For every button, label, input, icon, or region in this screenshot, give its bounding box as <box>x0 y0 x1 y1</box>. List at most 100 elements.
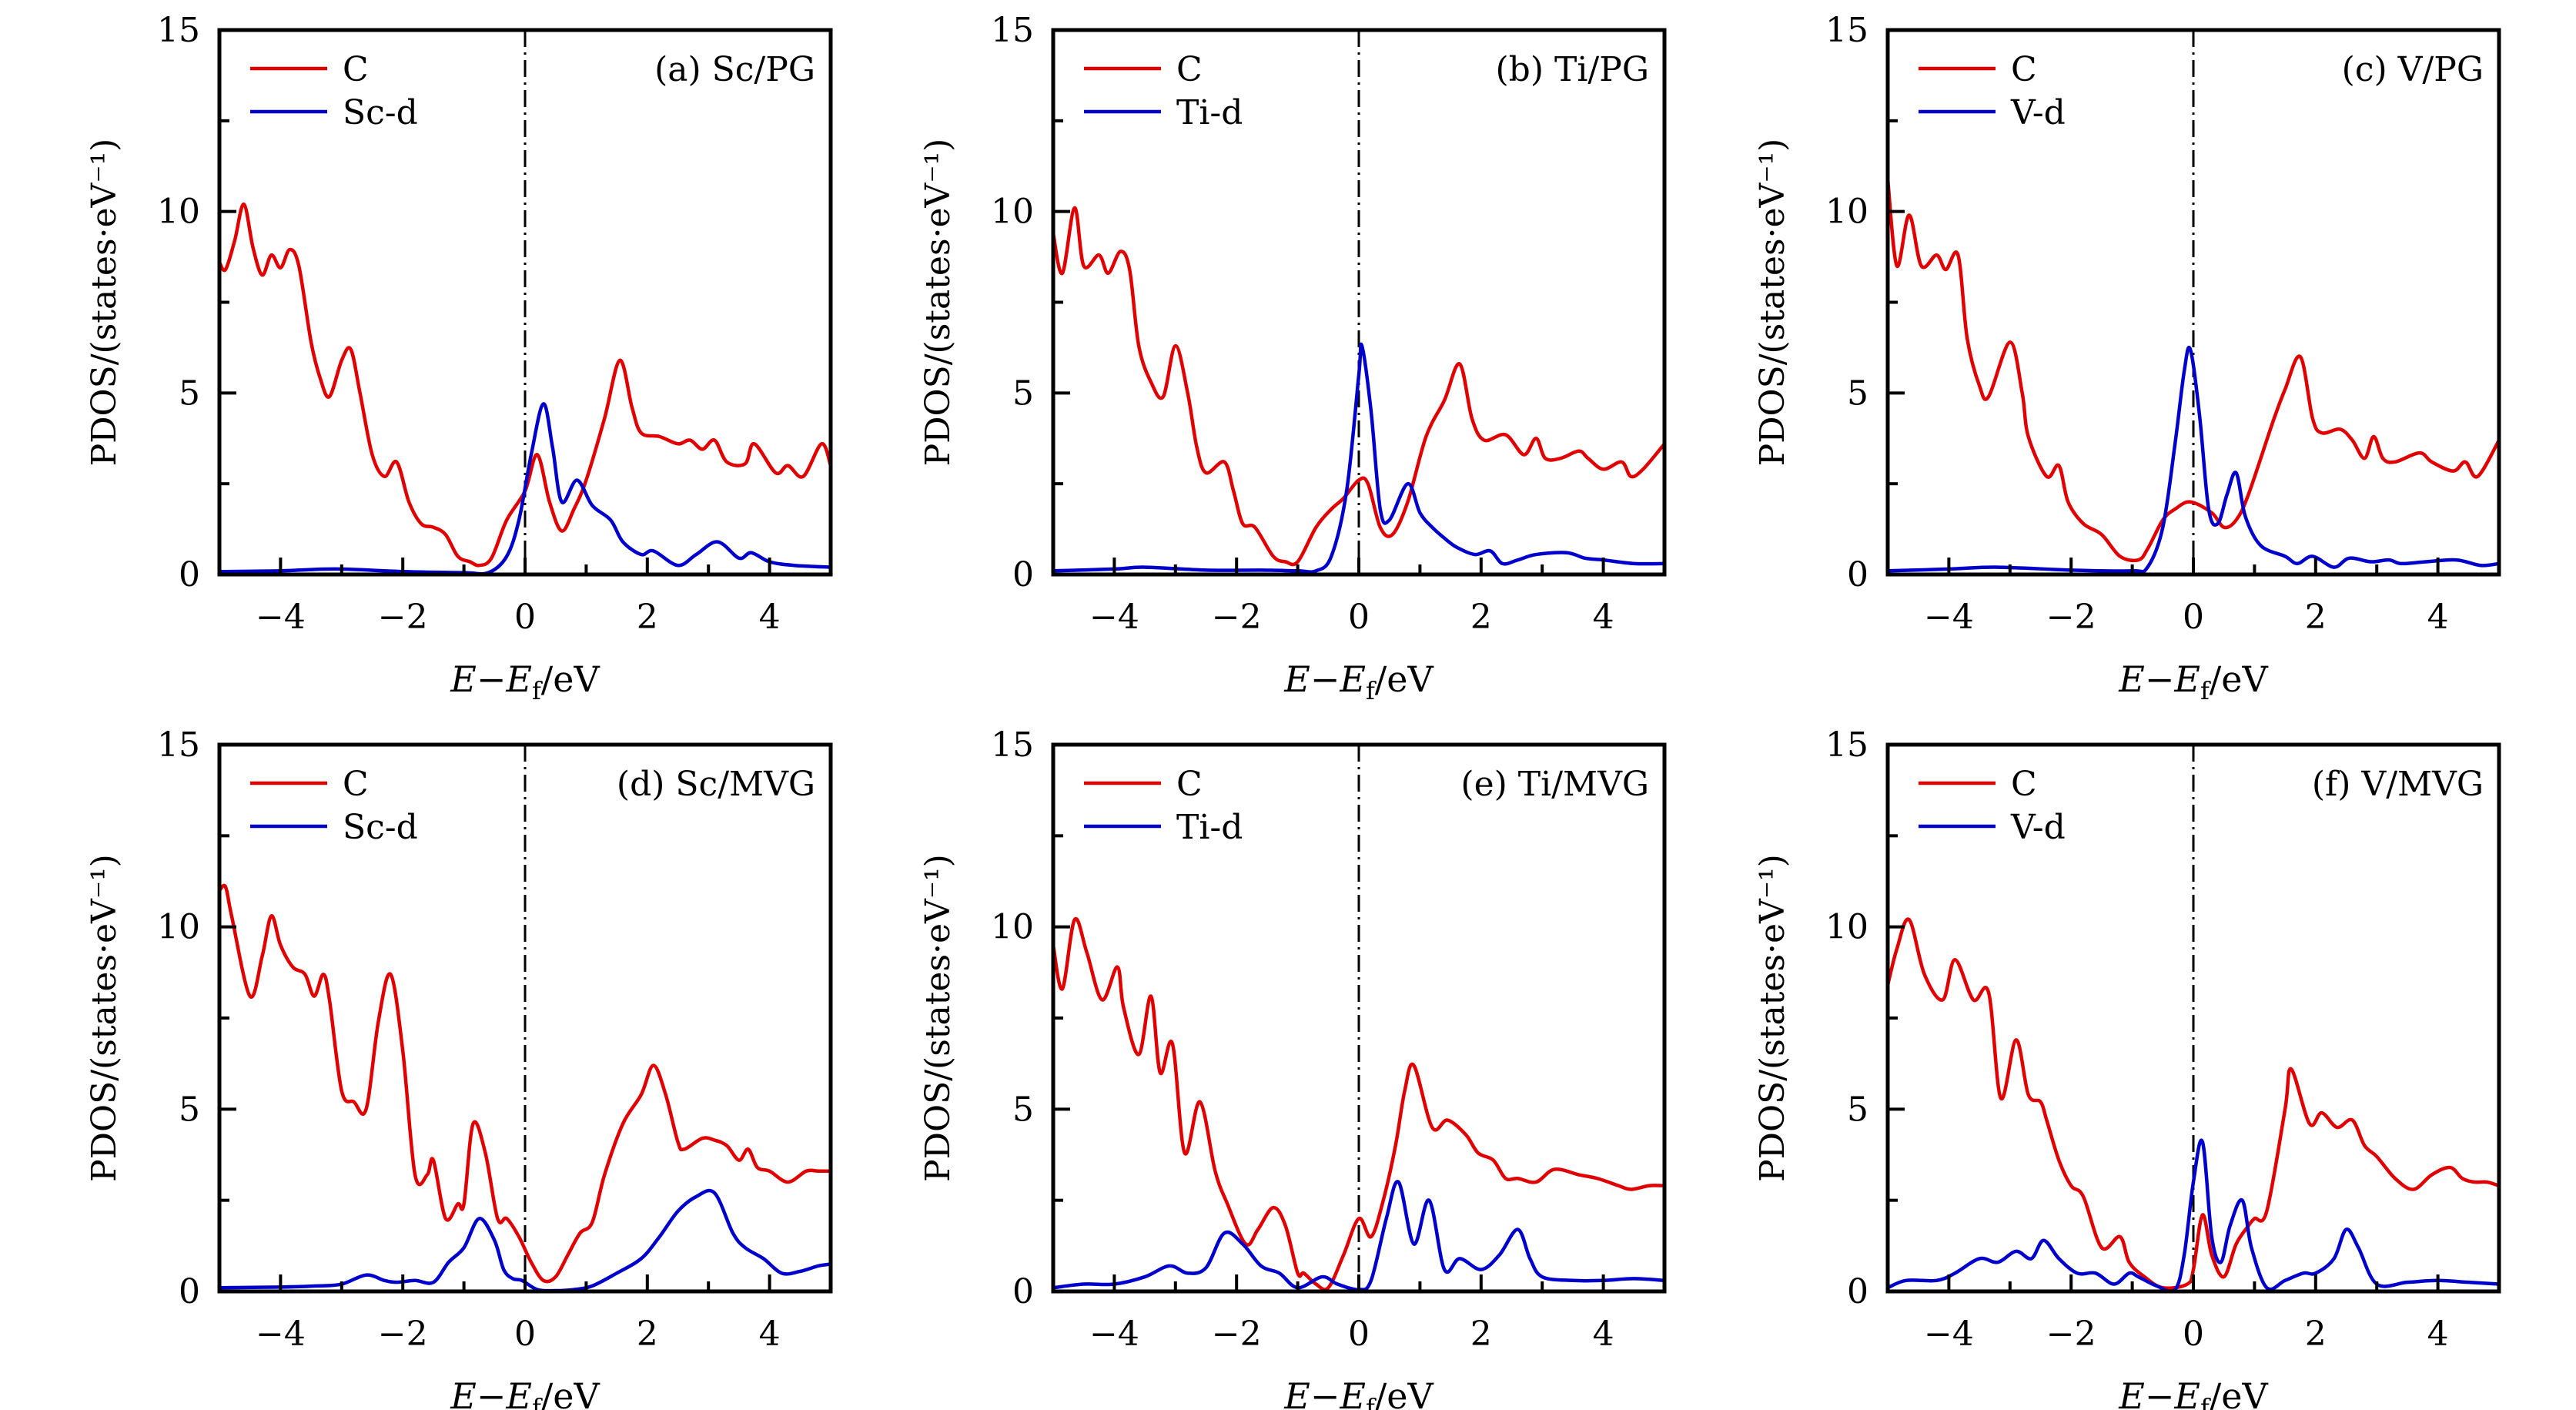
x-tick-label: 0 <box>2183 1315 2204 1354</box>
x-tick-label: 0 <box>1348 598 1370 637</box>
x-tick-label: 4 <box>759 1315 781 1354</box>
legend: C Sc-d <box>250 50 418 132</box>
y-tick-label: 15 <box>157 11 200 50</box>
x-tick-label: −2 <box>378 1315 428 1354</box>
y-tick-label: 5 <box>179 1090 200 1129</box>
y-tick-label: 0 <box>1012 1272 1034 1311</box>
x-tick-label: −2 <box>1212 1315 1262 1354</box>
series-line-c <box>219 202 831 568</box>
x-tick-label: −2 <box>1212 598 1262 637</box>
panel-label: (b) Ti/PG <box>1496 50 1649 89</box>
x-tick-label: −4 <box>256 1315 306 1354</box>
panel-f: −4 −2 0 2 4 0 5 10 15 E−Ef/eV PDOS/(states·eV⁻¹) CV… <box>1753 725 2501 1410</box>
y-tick-label: 10 <box>991 908 1034 947</box>
y-tick-label: 15 <box>157 725 200 765</box>
x-tick-label: −2 <box>2046 1315 2096 1354</box>
y-axis-label: PDOS/(states·eV⁻¹) <box>85 139 124 467</box>
y-tick-label: 10 <box>157 193 200 232</box>
panel-label: (d) Sc/MVG <box>617 765 815 804</box>
panel-b: −4 −2 0 2 4 0 5 10 15 E−Ef/eV PDOS/(states·eV⁻¹) CT… <box>918 11 1667 705</box>
panel-label: (c) V/PG <box>2342 50 2484 89</box>
x-tick-label: 2 <box>1470 598 1492 637</box>
legend-label: C <box>343 765 369 804</box>
x-tick-label: 4 <box>1593 598 1614 637</box>
y-axis-label: PDOS/(states·eV⁻¹) <box>918 139 958 467</box>
x-axis-label: E−Ef/eV <box>2118 658 2268 705</box>
x-tick-label: −4 <box>256 598 306 637</box>
panel-label: (f) V/MVG <box>2312 765 2484 804</box>
legend-label: Ti-d <box>1176 808 1243 847</box>
x-tick-label: −2 <box>2046 598 2096 637</box>
series-line-c <box>1888 179 2499 563</box>
y-tick-label: 5 <box>1847 373 1868 413</box>
legend-label: V-d <box>2010 93 2066 132</box>
series-line-c <box>219 883 831 1284</box>
series-line-v-d <box>1888 1138 2499 1291</box>
legend-label: Sc-d <box>343 808 418 847</box>
legend-label: C <box>1176 50 1203 89</box>
x-tick-label: 2 <box>2305 1315 2327 1354</box>
y-tick-label: 15 <box>991 725 1034 765</box>
legend-label: C <box>1176 765 1203 804</box>
x-tick-label: −4 <box>1089 598 1139 637</box>
legend: C Ti-d <box>1084 50 1243 132</box>
y-tick-label: 5 <box>1012 1090 1034 1129</box>
y-axis-label: PDOS/(states·eV⁻¹) <box>85 854 124 1182</box>
legend-label: C <box>2011 50 2037 89</box>
y-axis-label: PDOS/(states·eV⁻¹) <box>1753 139 1792 467</box>
x-axis-label: E−Ef/eV <box>1283 1375 1434 1410</box>
panel-a: −4 −2 0 2 4 0 5 10 15 E−Ef/eV PDOS/(states·eV⁻¹) CS… <box>85 11 833 705</box>
y-tick-label: 10 <box>1825 193 1868 232</box>
series-line-c <box>1053 916 1664 1291</box>
y-tick-label: 10 <box>157 908 200 947</box>
x-tick-label: 4 <box>2427 598 2449 637</box>
y-tick-label: 5 <box>179 373 200 413</box>
legend: C V-d <box>1919 765 2066 847</box>
y-tick-label: 15 <box>991 11 1034 50</box>
legend-label: Sc-d <box>343 93 418 132</box>
series-line-v-d <box>1888 346 2499 574</box>
x-axis-label: E−Ef/eV <box>2118 1375 2268 1410</box>
x-tick-label: 2 <box>2305 598 2327 637</box>
y-tick-label: 10 <box>991 193 1034 232</box>
y-tick-label: 0 <box>179 1272 200 1311</box>
y-tick-label: 15 <box>1825 725 1868 765</box>
legend-label: C <box>2011 765 2037 804</box>
panel-c: −4 −2 0 2 4 0 5 10 15 E−Ef/eV PDOS/(states·eV⁻¹) CV… <box>1753 11 2501 705</box>
legend-label: V-d <box>2010 808 2066 847</box>
x-axis-label: E−Ef/eV <box>450 658 600 705</box>
legend-label: Ti-d <box>1176 93 1243 132</box>
x-tick-label: −4 <box>1924 598 1974 637</box>
y-tick-label: 15 <box>1825 11 1868 50</box>
x-tick-label: −4 <box>1924 1315 1974 1354</box>
panel-label: (a) Sc/PG <box>654 50 815 89</box>
x-tick-label: −4 <box>1089 1315 1139 1354</box>
panel-d: −4 −2 0 2 4 0 5 10 15 E−Ef/eV PDOS/(states·eV⁻¹) CS… <box>85 725 833 1410</box>
x-tick-label: 0 <box>514 1315 536 1354</box>
legend: C Ti-d <box>1084 765 1243 847</box>
panel-label: (e) Ti/MVG <box>1460 765 1649 804</box>
panel-e: −4 −2 0 2 4 0 5 10 15 E−Ef/eV PDOS/(states·eV⁻¹) CT… <box>918 725 1667 1410</box>
y-tick-label: 5 <box>1847 1090 1868 1129</box>
x-tick-label: 2 <box>637 598 658 637</box>
legend: C V-d <box>1919 50 2066 132</box>
x-tick-label: 2 <box>1470 1315 1492 1354</box>
y-tick-label: 0 <box>1012 555 1034 594</box>
series-line-ti-d <box>1053 1180 1664 1291</box>
legend-label: C <box>343 50 369 89</box>
series-line-c <box>1053 206 1664 567</box>
y-axis-label: PDOS/(states·eV⁻¹) <box>918 854 958 1182</box>
x-tick-label: 4 <box>1593 1315 1614 1354</box>
x-tick-label: 2 <box>637 1315 658 1354</box>
y-tick-label: 0 <box>1847 1272 1868 1311</box>
x-tick-label: 4 <box>2427 1315 2449 1354</box>
x-axis-label: E−Ef/eV <box>450 1375 600 1410</box>
y-tick-label: 10 <box>1825 908 1868 947</box>
x-tick-label: 0 <box>2183 598 2204 637</box>
y-tick-label: 0 <box>1847 555 1868 594</box>
series-line-ti-d <box>1053 342 1664 574</box>
y-tick-label: 0 <box>179 555 200 594</box>
legend: C Sc-d <box>250 765 418 847</box>
x-axis-label: E−Ef/eV <box>1283 658 1434 705</box>
